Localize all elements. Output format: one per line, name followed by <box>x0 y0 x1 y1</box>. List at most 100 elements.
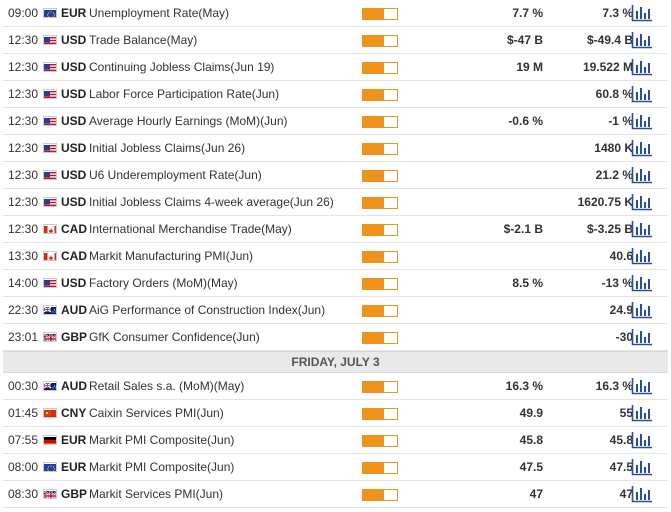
event-row[interactable]: 01:45 CNY Caixin Services PMI(Jun) 49.9 55 <box>3 400 668 427</box>
event-name[interactable]: Labor Force Participation Rate(Jun) <box>89 87 280 101</box>
event-actual: 7.7 % <box>512 6 543 20</box>
bar-chart-icon[interactable] <box>631 166 653 184</box>
event-row[interactable]: 08:00 EUR Markit PMI Composite(Jun) 47.5 47.… <box>3 454 668 481</box>
event-row[interactable]: 12:30 USD Continuing Jobless Claims(Jun 19… <box>3 54 668 81</box>
event-row[interactable]: 09:00 EUR Unemployment Rate(May) 7.7 % 7.3 % <box>3 0 668 27</box>
event-name[interactable]: Continuing Jobless Claims(Jun 19) <box>89 60 275 74</box>
event-row[interactable]: 23:01 GBP GfK Consumer Confidence(Jun) -30 <box>3 324 668 351</box>
event-consensus: 16.3 % <box>595 379 633 393</box>
bar-chart-icon[interactable] <box>631 485 653 503</box>
event-currency: GBP <box>61 487 88 501</box>
bar-chart-icon[interactable] <box>631 328 653 346</box>
event-consensus: 47 <box>619 487 633 501</box>
event-time: 22:30 <box>8 303 39 317</box>
event-row[interactable]: 13:30 CAD Markit Manufacturing PMI(Jun) 40.… <box>3 243 668 270</box>
event-time: 12:30 <box>8 60 39 74</box>
event-row[interactable]: 12:30 USD U6 Underemployment Rate(Jun) 21.2… <box>3 162 668 189</box>
impact-bar <box>362 170 398 182</box>
event-name[interactable]: GfK Consumer Confidence(Jun) <box>89 330 260 344</box>
bar-chart-icon[interactable] <box>631 139 653 157</box>
bar-chart-icon[interactable] <box>631 112 653 130</box>
event-consensus: 21.2 % <box>595 168 633 182</box>
bar-chart-icon[interactable] <box>631 4 653 22</box>
event-name[interactable]: U6 Underemployment Rate(Jun) <box>89 168 262 182</box>
day-header: FRIDAY, JULY 3 <box>3 351 668 373</box>
event-name[interactable]: Trade Balance(May) <box>89 33 198 47</box>
event-time: 08:30 <box>8 487 39 501</box>
event-currency: USD <box>61 195 87 209</box>
flag-ca-icon <box>43 251 57 261</box>
event-currency: GBP <box>61 330 88 344</box>
event-currency: CAD <box>61 222 87 236</box>
event-name[interactable]: Markit Services PMI(Jun) <box>89 487 224 501</box>
bar-chart-icon[interactable] <box>631 274 653 292</box>
event-name[interactable]: Initial Jobless Claims(Jun 26) <box>89 141 246 155</box>
event-actual: 47.5 <box>519 460 543 474</box>
flag-ca-icon <box>43 224 57 234</box>
event-consensus: 7.3 % <box>602 6 633 20</box>
event-row[interactable]: 12:30 USD Labor Force Participation Rate(J… <box>3 81 668 108</box>
event-name[interactable]: International Merchandise Trade(May) <box>89 222 292 236</box>
event-row[interactable]: 07:55 EUR Markit PMI Composite(Jun) 45.8 45.… <box>3 427 668 454</box>
event-row[interactable]: 08:30 GBP Markit Services PMI(Jun) 47 47 <box>3 481 668 508</box>
event-consensus: 60.8 % <box>595 87 633 101</box>
bar-chart-icon[interactable] <box>631 31 653 49</box>
event-time: 13:30 <box>8 249 39 263</box>
impact-bar <box>362 408 398 420</box>
impact-bar <box>362 8 398 20</box>
event-time: 14:00 <box>8 276 39 290</box>
event-row[interactable]: 12:30 CAD International Merchandise Trade(… <box>3 216 668 243</box>
event-time: 00:30 <box>8 379 39 393</box>
event-currency: CAD <box>61 249 87 263</box>
event-time: 07:55 <box>8 433 39 447</box>
impact-bar <box>362 62 398 74</box>
impact-bar <box>362 278 398 290</box>
bar-chart-icon[interactable] <box>631 377 653 395</box>
event-name[interactable]: Markit PMI Composite(Jun) <box>89 433 235 447</box>
bar-chart-icon[interactable] <box>631 458 653 476</box>
event-row[interactable]: 12:30 USD Trade Balance(May) $-47 B $-49.4 B <box>3 27 668 54</box>
event-name[interactable]: Caixin Services PMI(Jun) <box>89 406 224 420</box>
event-actual: 45.8 <box>519 433 543 447</box>
event-time: 12:30 <box>8 87 39 101</box>
bar-chart-icon[interactable] <box>631 247 653 265</box>
bar-chart-icon[interactable] <box>631 58 653 76</box>
event-row[interactable]: 12:30 USD Initial Jobless Claims 4-week av… <box>3 189 668 216</box>
event-name[interactable]: Markit Manufacturing PMI(Jun) <box>89 249 254 263</box>
impact-bar <box>362 381 398 393</box>
event-time: 08:00 <box>8 460 39 474</box>
event-name[interactable]: Retail Sales s.a. (MoM)(May) <box>89 379 245 393</box>
event-currency: USD <box>61 276 87 290</box>
event-row[interactable]: 22:30 AUD AiG Performance of Construction … <box>3 297 668 324</box>
event-currency: USD <box>61 60 87 74</box>
bar-chart-icon[interactable] <box>631 404 653 422</box>
event-actual: 47 <box>529 487 543 501</box>
impact-bar <box>362 305 398 317</box>
event-name[interactable]: AiG Performance of Construction Index(Ju… <box>89 303 326 317</box>
event-currency: USD <box>61 114 87 128</box>
event-name[interactable]: Average Hourly Earnings (MoM)(Jun) <box>89 114 288 128</box>
event-row[interactable]: 00:30 AUD Retail Sales s.a. (MoM)(May) 16.3… <box>3 373 668 400</box>
event-time: 12:30 <box>8 33 39 47</box>
event-name[interactable]: Markit PMI Composite(Jun) <box>89 460 235 474</box>
event-consensus: -30 <box>615 330 633 344</box>
event-name[interactable]: Initial Jobless Claims 4-week average(Ju… <box>89 195 334 209</box>
bar-chart-icon[interactable] <box>631 85 653 103</box>
bar-chart-icon[interactable] <box>631 193 653 211</box>
bar-chart-icon[interactable] <box>631 431 653 449</box>
event-currency: USD <box>61 87 87 101</box>
event-row[interactable]: 12:30 USD Initial Jobless Claims(Jun 26) 14… <box>3 135 668 162</box>
flag-au-icon <box>43 305 57 315</box>
flag-us-icon <box>43 143 57 153</box>
event-name[interactable]: Unemployment Rate(May) <box>89 6 230 20</box>
impact-bar <box>362 489 398 501</box>
event-actual: 16.3 % <box>505 379 543 393</box>
bar-chart-icon[interactable] <box>631 301 653 319</box>
impact-bar <box>362 332 398 344</box>
event-actual: $-47 B <box>506 33 543 47</box>
event-row[interactable]: 12:30 USD Average Hourly Earnings (MoM)(Ju… <box>3 108 668 135</box>
event-row[interactable]: 14:00 USD Factory Orders (MoM)(May) 8.5 % -1… <box>3 270 668 297</box>
event-name[interactable]: Factory Orders (MoM)(May) <box>89 276 238 290</box>
flag-de-icon <box>43 435 57 445</box>
bar-chart-icon[interactable] <box>631 220 653 238</box>
